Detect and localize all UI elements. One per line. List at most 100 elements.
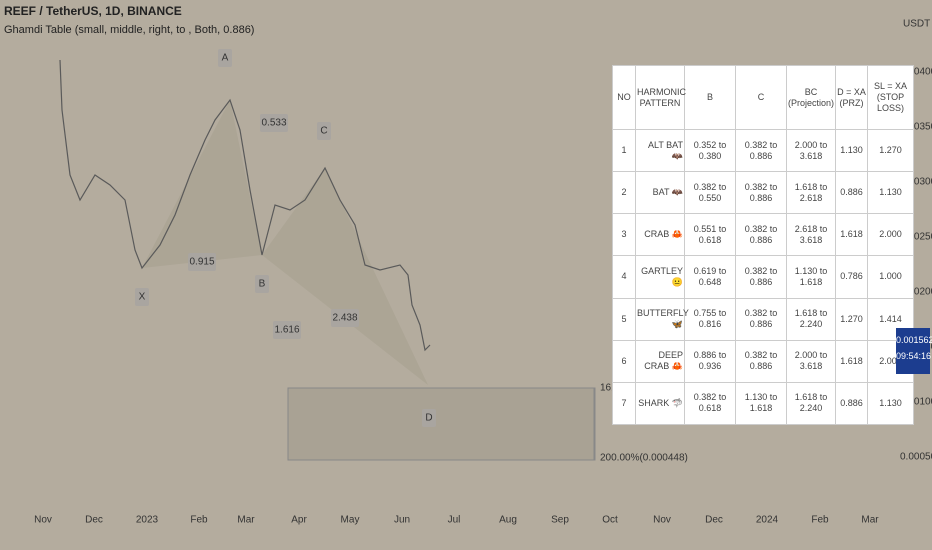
table-cell: 1.270 bbox=[835, 297, 868, 341]
table-cell: 1.618 to 2.240 bbox=[786, 297, 836, 341]
time-label: Feb bbox=[811, 515, 829, 526]
table-cell: ALT BAT 🦇 bbox=[635, 128, 685, 173]
time-label: May bbox=[341, 515, 360, 526]
time-label: Nov bbox=[34, 515, 52, 526]
time-label: Apr bbox=[291, 515, 307, 526]
table-cell: 1.618 bbox=[835, 213, 868, 257]
table-cell: 0.382 to 0.886 bbox=[735, 297, 787, 341]
table-cell: 5 bbox=[612, 297, 636, 341]
table-cell: 1.130 bbox=[835, 128, 868, 173]
harmonic-table: NO HARMONIC PATTERN B C BC (Projection) D = X… bbox=[612, 65, 914, 426]
price-label: 0.003500 bbox=[900, 122, 932, 133]
time-label: Mar bbox=[237, 515, 255, 526]
header-cell: C bbox=[735, 65, 787, 130]
header-cell: SL = XA (STOP LOSS) bbox=[867, 65, 914, 130]
price-label: 0.002000 bbox=[900, 287, 932, 298]
price-value: 0.001562 bbox=[896, 335, 932, 345]
current-price: 0.001562 09:54:16 bbox=[896, 328, 932, 374]
table-row: 7 SHARK 🦈 0.382 to 0.618 1.130 to 1.618 1.61… bbox=[612, 381, 914, 426]
header-cell: NO bbox=[612, 65, 636, 130]
ratio-label: 1.616 bbox=[274, 325, 299, 336]
table-cell: 1.130 to 1.618 bbox=[786, 255, 836, 299]
ratio-label: 0.533 bbox=[261, 118, 286, 129]
table-row: 2 BAT 🦇 0.382 to 0.550 0.382 to 0.886 1.618 … bbox=[612, 171, 914, 215]
level-label: 200.00%(0.000448) bbox=[600, 453, 688, 464]
table-row: 3 CRAB 🦀 0.551 to 0.618 0.382 to 0.886 2.618… bbox=[612, 213, 914, 257]
header-cell: HARMONIC PATTERN bbox=[635, 65, 686, 130]
table-cell: 0.886 bbox=[835, 171, 868, 215]
table-cell: BUTTERFLY 🦋 bbox=[635, 297, 689, 341]
ratio-badge bbox=[331, 309, 359, 327]
table-cell: 0.551 to 0.618 bbox=[684, 213, 736, 257]
ratio-badge bbox=[273, 321, 301, 339]
table-cell: 0.382 to 0.550 bbox=[684, 171, 736, 215]
xab-triangle bbox=[142, 100, 262, 268]
price-label: 0.003000 bbox=[900, 177, 932, 188]
table-cell: 3 bbox=[612, 213, 636, 257]
table-cell: 2 bbox=[612, 171, 636, 215]
price-label: 0.000500 bbox=[900, 452, 932, 463]
table-cell: 4 bbox=[612, 255, 636, 299]
table-cell: 2.618 to 3.618 bbox=[786, 213, 836, 257]
table-cell: 1.000 bbox=[867, 255, 914, 299]
table-cell: DEEP CRAB 🦀 bbox=[635, 339, 685, 383]
indicator-label: Ghamdi Table (small, middle, right, to ,… bbox=[4, 24, 255, 36]
ratio-badge bbox=[260, 114, 288, 132]
table-cell: 0.886 to 0.936 bbox=[684, 339, 736, 383]
point-badge bbox=[135, 288, 149, 306]
time-label: Dec bbox=[85, 515, 103, 526]
table-cell: 1.130 bbox=[867, 381, 914, 426]
table-cell: 1 bbox=[612, 128, 636, 173]
table-cell: GARTLEY 😐 bbox=[635, 255, 685, 299]
point-label: C bbox=[320, 126, 327, 137]
point-badge bbox=[218, 49, 232, 67]
table-cell: CRAB 🦀 bbox=[635, 213, 685, 257]
time-label: Nov bbox=[653, 515, 671, 526]
table-cell: 0.382 to 0.618 bbox=[684, 381, 736, 426]
header-cell: BC (Projection) bbox=[786, 65, 836, 130]
table-cell: 1.618 bbox=[835, 339, 868, 383]
table-cell: 0.886 bbox=[835, 381, 868, 426]
table-cell: 1.270 bbox=[867, 128, 914, 173]
table-cell: 6 bbox=[612, 339, 636, 383]
table-cell: 1.618 to 2.240 bbox=[786, 381, 836, 426]
ratio-label: 0.915 bbox=[189, 257, 214, 268]
table-cell: 0.755 to 0.816 bbox=[684, 297, 736, 341]
time-label: Mar bbox=[861, 515, 879, 526]
point-badge bbox=[317, 122, 331, 140]
ratio-badge bbox=[188, 253, 216, 271]
time-label: Aug bbox=[499, 515, 517, 526]
point-badge bbox=[422, 409, 436, 427]
time-label: Feb bbox=[190, 515, 208, 526]
table-cell: 0.382 to 0.886 bbox=[735, 339, 787, 383]
header-cell: D = XA (PRZ) bbox=[835, 65, 868, 130]
time-label: Oct bbox=[602, 515, 618, 526]
price-label: 0.004000 bbox=[900, 67, 932, 78]
time-label: Jul bbox=[448, 515, 461, 526]
point-label: B bbox=[259, 279, 266, 290]
price-unit: USDT bbox=[903, 19, 930, 30]
table-cell: 1.130 to 1.618 bbox=[735, 381, 787, 426]
point-badge bbox=[255, 275, 269, 293]
table-cell: SHARK 🦈 bbox=[635, 381, 685, 426]
time-label: 2023 bbox=[136, 515, 159, 526]
table-cell: 1.618 to 2.618 bbox=[786, 171, 836, 215]
table-cell: 0.382 to 0.886 bbox=[735, 171, 787, 215]
table-row: 4 GARTLEY 😐 0.619 to 0.648 0.382 to 0.886 1.… bbox=[612, 255, 914, 299]
table-cell: 0.382 to 0.886 bbox=[735, 213, 787, 257]
price-line bbox=[59, 59, 431, 352]
point-label: X bbox=[139, 292, 146, 303]
point-label: A bbox=[222, 53, 229, 64]
time-label: Sep bbox=[551, 515, 569, 526]
ratio-label: 2.438 bbox=[332, 313, 357, 324]
countdown: 09:54:16 bbox=[896, 351, 932, 361]
time-label: Jun bbox=[394, 515, 410, 526]
table-cell: BAT 🦇 bbox=[635, 171, 685, 215]
header-row: NO HARMONIC PATTERN B C BC (Projection) D = X… bbox=[612, 65, 914, 130]
table-cell: 2.000 to 3.618 bbox=[786, 339, 836, 383]
table-cell: 0.352 to 0.380 bbox=[684, 128, 736, 173]
table-row: 5 BUTTERFLY 🦋 0.755 to 0.816 0.382 to 0.886… bbox=[612, 297, 914, 341]
table-cell: 7 bbox=[612, 381, 636, 426]
